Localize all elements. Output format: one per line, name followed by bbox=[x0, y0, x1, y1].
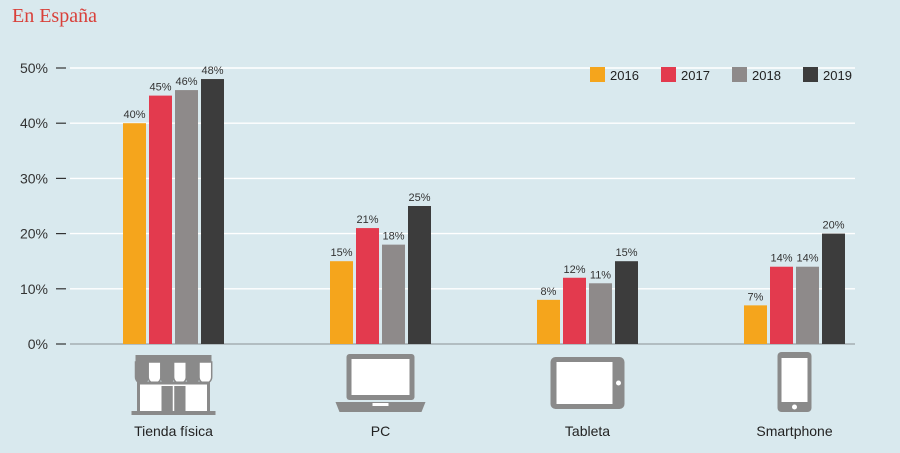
bar bbox=[149, 95, 172, 344]
bar-value-label: 7% bbox=[748, 291, 764, 303]
bar bbox=[537, 299, 560, 344]
bar bbox=[123, 123, 146, 344]
legend-swatch bbox=[803, 67, 818, 82]
y-tick-label: 30% bbox=[20, 170, 48, 186]
bar bbox=[330, 261, 353, 344]
icon-part bbox=[335, 402, 426, 412]
bar bbox=[408, 206, 431, 344]
bar-value-label: 12% bbox=[563, 264, 585, 276]
bar-value-label: 11% bbox=[590, 269, 611, 281]
bar bbox=[589, 283, 612, 344]
legend-swatch bbox=[732, 67, 747, 82]
legend-swatch bbox=[661, 67, 676, 82]
icon-part bbox=[160, 361, 175, 385]
icon-part bbox=[172, 361, 188, 385]
bar bbox=[615, 261, 638, 344]
icon-part bbox=[781, 358, 808, 402]
bar-value-label: 48% bbox=[201, 65, 223, 77]
bar-value-label: 45% bbox=[149, 82, 171, 94]
bar-value-label: 15% bbox=[615, 247, 637, 259]
legend-label: 2016 bbox=[610, 68, 639, 83]
bar bbox=[822, 233, 845, 344]
category-label: PC bbox=[371, 423, 390, 439]
category-label: Smartphone bbox=[756, 423, 832, 439]
bar bbox=[796, 266, 819, 344]
icon-part bbox=[134, 361, 149, 385]
bar-value-label: 46% bbox=[175, 76, 197, 88]
legend-swatch bbox=[590, 67, 605, 82]
bar bbox=[356, 228, 379, 344]
y-tick-label: 10% bbox=[20, 281, 48, 297]
icon-part bbox=[792, 404, 797, 410]
legend-label: 2018 bbox=[752, 68, 781, 83]
icon-part bbox=[147, 361, 162, 385]
page-title: En España bbox=[12, 5, 97, 27]
bar-value-label: 15% bbox=[330, 247, 352, 259]
bar bbox=[563, 277, 586, 344]
bar bbox=[175, 90, 198, 344]
category-label: Tableta bbox=[565, 423, 610, 439]
tablet-icon bbox=[550, 357, 625, 409]
store-icon bbox=[131, 355, 216, 415]
bar bbox=[201, 79, 224, 344]
y-tick-label: 20% bbox=[20, 226, 48, 242]
y-tick-label: 50% bbox=[20, 60, 48, 76]
icon-part bbox=[556, 362, 613, 404]
smartphone-icon bbox=[777, 352, 812, 412]
bar-value-label: 25% bbox=[408, 192, 430, 204]
bar bbox=[770, 266, 793, 344]
icon-part bbox=[135, 355, 212, 362]
bar-value-label: 18% bbox=[382, 231, 404, 243]
bar-value-label: 21% bbox=[356, 214, 378, 226]
bar bbox=[382, 244, 405, 344]
bar-value-label: 14% bbox=[770, 253, 792, 265]
legend-label: 2017 bbox=[681, 68, 710, 83]
legend-label: 2019 bbox=[823, 68, 852, 83]
category-label: Tienda física bbox=[134, 423, 213, 439]
bar bbox=[744, 305, 767, 344]
bar-value-label: 14% bbox=[796, 253, 818, 265]
icon-part bbox=[131, 411, 216, 415]
icon-part bbox=[616, 380, 621, 386]
bar-value-label: 8% bbox=[541, 286, 557, 298]
y-tick-label: 40% bbox=[20, 115, 48, 131]
bar-value-label: 40% bbox=[123, 109, 145, 121]
bar-value-label: 20% bbox=[822, 220, 844, 232]
laptop-icon bbox=[335, 354, 426, 412]
icon-part bbox=[351, 359, 410, 395]
icon-part bbox=[185, 361, 200, 385]
icon-part bbox=[198, 361, 213, 385]
y-tick-label: 0% bbox=[28, 336, 48, 352]
icon-part bbox=[372, 403, 389, 406]
